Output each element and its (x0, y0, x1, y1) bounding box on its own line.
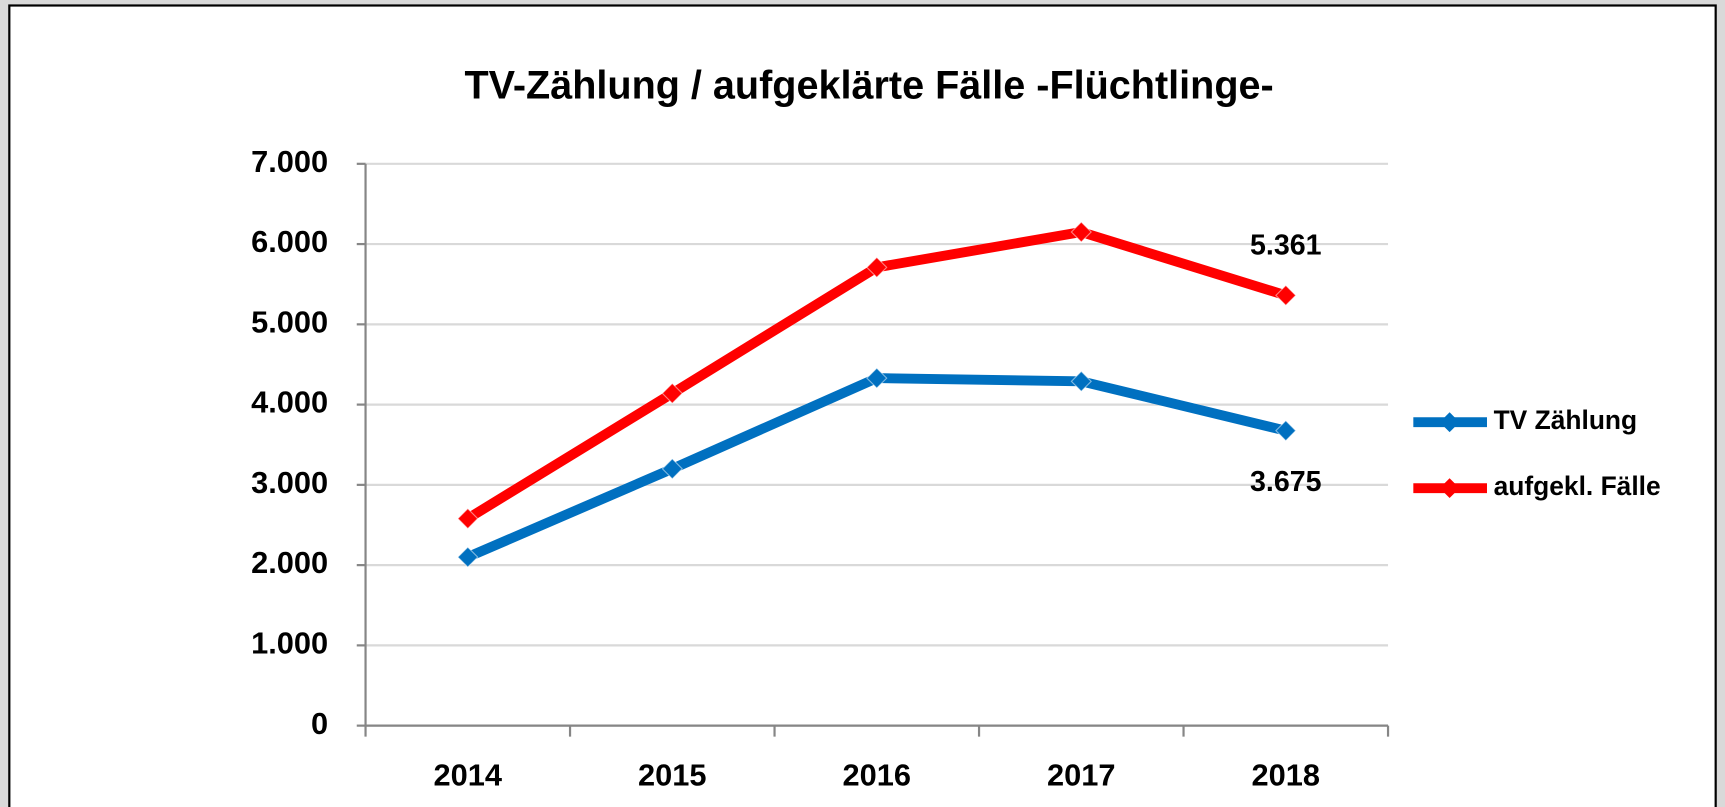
y-tick-label: 6.000 (251, 224, 328, 259)
x-tick-label: 2018 (1252, 757, 1320, 792)
x-tick-label: 2015 (638, 757, 706, 792)
y-tick-label: 3.000 (251, 465, 328, 500)
y-tick-label: 7.000 (251, 144, 328, 179)
point-marker (866, 367, 888, 389)
x-tick-label: 2016 (843, 757, 911, 792)
point-marker (1275, 420, 1297, 442)
point-marker (457, 507, 479, 530)
data-label: 3.675 (1250, 466, 1322, 498)
x-tick-label: 2014 (434, 757, 502, 792)
y-tick-label: 5.000 (251, 304, 328, 339)
point-marker (866, 256, 888, 279)
point-marker (1070, 370, 1092, 392)
y-tick-label: 4.000 (251, 385, 328, 420)
point-marker (457, 546, 479, 568)
x-tick-label: 2017 (1047, 757, 1115, 792)
y-tick-label: 2.000 (251, 545, 328, 580)
chart-title: TV-Zählung / aufgeklärte Fälle -Flüchtli… (464, 63, 1273, 107)
y-tick-label: 0 (311, 706, 328, 741)
point-marker (661, 382, 683, 405)
point-marker (1070, 221, 1092, 243)
y-tick-label: 1.000 (251, 626, 328, 661)
data-label: 5.361 (1250, 230, 1322, 262)
point-marker (1275, 284, 1297, 307)
point-marker (661, 458, 683, 480)
legend-label: TV Zählung (1494, 405, 1638, 435)
chart-frame (8, 4, 1717, 807)
legend-label: aufgekl. Fälle (1494, 471, 1661, 501)
